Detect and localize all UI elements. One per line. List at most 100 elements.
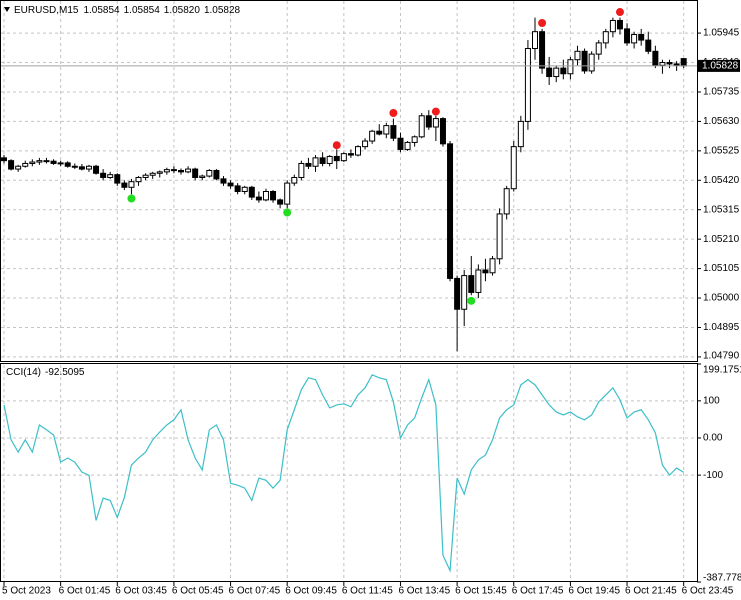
x-tick-label: 6 Oct 09:45 xyxy=(285,586,337,597)
candle-body xyxy=(192,168,199,178)
y-tick-label: 1.04790 xyxy=(703,351,740,362)
candle-body xyxy=(270,190,277,201)
y-tick-label: 0.00 xyxy=(703,433,723,444)
candle-body xyxy=(539,31,546,69)
candle-body xyxy=(567,59,574,75)
candle-body xyxy=(376,130,383,135)
candle-body xyxy=(22,162,29,167)
y-tick-label: 1.05945 xyxy=(703,28,740,39)
candle-body xyxy=(574,50,581,61)
candle-body xyxy=(163,169,170,173)
candle-body xyxy=(107,174,114,178)
buy-signal xyxy=(283,208,292,217)
candle-body xyxy=(262,190,269,201)
candle-body xyxy=(390,125,397,139)
candle-body xyxy=(312,157,319,167)
candle-body xyxy=(206,169,213,177)
candle-body xyxy=(57,162,64,165)
sell-signal xyxy=(431,107,440,116)
candle-body xyxy=(43,160,50,163)
candle-body xyxy=(659,62,666,66)
symbol: EURUSD,M15 xyxy=(14,5,79,16)
candle-body xyxy=(503,188,510,215)
candle-body xyxy=(29,161,36,164)
candle-body xyxy=(680,58,687,67)
sell-signal xyxy=(615,8,624,17)
x-tick-label: 6 Oct 19:45 xyxy=(568,586,620,597)
y-tick-label: 199.1751 xyxy=(703,365,741,376)
candle-body xyxy=(595,42,602,55)
x-tick-label: 6 Oct 13:45 xyxy=(398,586,450,597)
x-tick-label: 6 Oct 21:45 xyxy=(625,586,677,597)
header-high: 1.05854 xyxy=(124,5,161,16)
candle-body xyxy=(142,174,149,178)
candle-body xyxy=(432,118,439,128)
y-tick-label: -387.7786 xyxy=(703,573,741,584)
candle-body xyxy=(220,178,227,184)
candle-body xyxy=(93,165,100,174)
candle-body xyxy=(85,165,92,170)
bid-label: 1.05828 xyxy=(702,61,739,72)
candle-body xyxy=(319,157,326,164)
candle-body xyxy=(362,140,369,148)
candle-body xyxy=(347,153,354,156)
candle-body xyxy=(383,125,390,135)
candle-body xyxy=(496,213,503,260)
candle-body xyxy=(50,160,57,164)
indicator-line xyxy=(3,374,684,573)
candle-body xyxy=(78,166,85,170)
candle-body xyxy=(213,169,220,180)
candle-body xyxy=(666,62,673,65)
chart-header: EURUSD,M15 1.05854 1.05854 1.05820 1.05828 xyxy=(14,5,241,16)
sell-signal xyxy=(538,18,547,27)
candle-body xyxy=(517,120,524,148)
y-tick-label: 1.05525 xyxy=(703,145,740,156)
candle-body xyxy=(64,162,71,167)
buy-signal xyxy=(127,194,136,203)
header-open: 1.05854 xyxy=(83,5,120,16)
x-tick-label: 6 Oct 01:45 xyxy=(59,586,111,597)
candle-body xyxy=(397,137,404,150)
candle-body xyxy=(411,136,418,143)
candle-body xyxy=(149,172,156,176)
candle-body xyxy=(638,33,645,41)
candle-body xyxy=(8,160,15,170)
menu-triangle[interactable] xyxy=(4,7,10,12)
candle-body xyxy=(454,277,461,310)
candle-body xyxy=(227,182,234,187)
candle-body xyxy=(333,155,340,162)
candle-body xyxy=(355,146,361,156)
candle-body xyxy=(524,48,531,122)
candle-body xyxy=(624,28,631,44)
candle-body xyxy=(418,115,425,138)
candle-body xyxy=(645,39,652,52)
candle-body xyxy=(581,50,588,72)
candle-body xyxy=(156,171,163,174)
y-tick-label: 1.05735 xyxy=(703,87,740,98)
candle-body xyxy=(439,118,446,145)
candle-body xyxy=(277,199,284,205)
x-tick-label: 6 Oct 23:45 xyxy=(682,586,734,597)
candle-body xyxy=(36,160,43,163)
candle-body xyxy=(284,182,291,205)
candle-body xyxy=(71,165,78,168)
x-tick-label: 5 Oct 2023 xyxy=(2,586,51,597)
indicator-title: CCI(14) xyxy=(6,367,41,378)
y-tick-label: 1.05105 xyxy=(703,263,740,274)
candle-body xyxy=(248,186,255,198)
indicator-panel-frame xyxy=(0,363,698,582)
sell-signal xyxy=(389,108,398,117)
candle-body xyxy=(482,269,489,274)
main-panel-frame xyxy=(0,0,698,362)
candle-body xyxy=(489,258,496,274)
x-tick-label: 6 Oct 07:45 xyxy=(229,586,281,597)
sell-signal xyxy=(332,141,341,150)
candle-body xyxy=(602,31,609,44)
buy-signal xyxy=(467,296,476,305)
candle-body xyxy=(468,275,475,293)
header-close: 1.05828 xyxy=(204,5,241,16)
candle-body xyxy=(128,181,135,188)
